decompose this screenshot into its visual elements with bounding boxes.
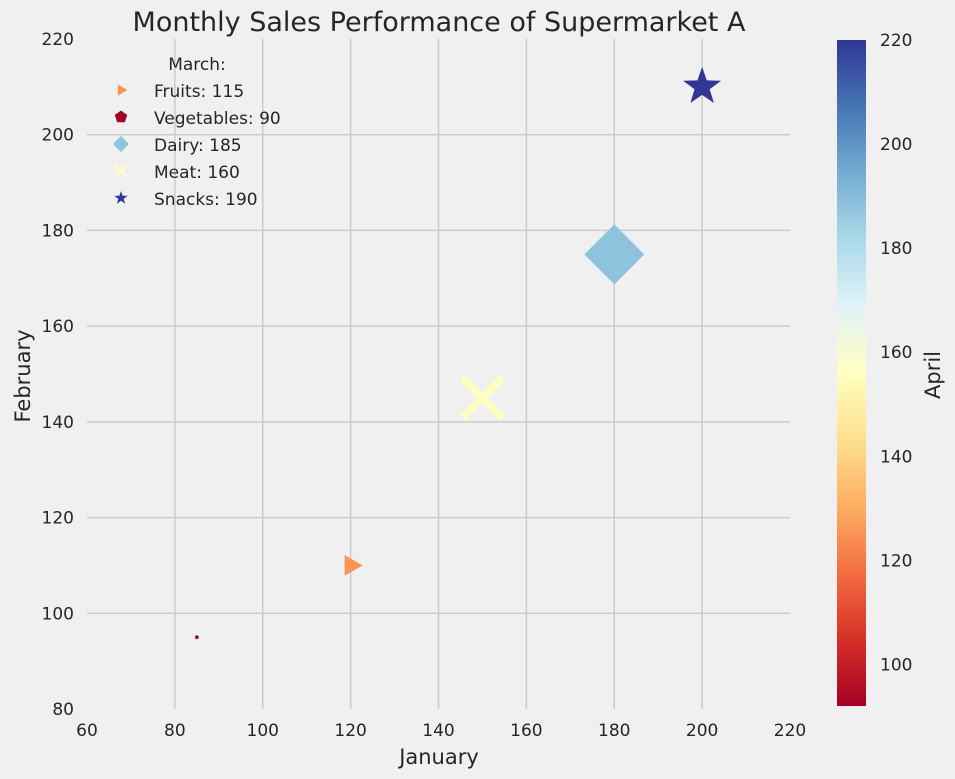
y-tick-label: 160 <box>42 317 74 337</box>
x-tick-label: 160 <box>510 721 542 741</box>
colorbar-tick-label: 180 <box>880 239 912 259</box>
x-tick-label: 140 <box>422 721 454 741</box>
colorbar-tick-label: 140 <box>880 447 912 467</box>
legend: March: Fruits: 115 Vegetables: 90 Dairy: 1… <box>113 55 281 210</box>
colorbar-tick-label: 120 <box>880 551 912 571</box>
chart-title: Monthly Sales Performance of Supermarket… <box>133 7 746 38</box>
data-point-snacks <box>683 66 722 103</box>
legend-marker-dairy <box>113 136 129 152</box>
y-tick-label: 220 <box>42 30 74 50</box>
legend-marker-meat <box>113 163 129 179</box>
y-tick-label: 180 <box>42 221 74 241</box>
x-tick-label: 200 <box>686 721 718 741</box>
grid-lines <box>87 39 790 709</box>
legend-label: Vegetables: 90 <box>154 109 281 129</box>
x-tick-label: 100 <box>247 721 279 741</box>
y-axis-ticks: 80 100 120 140 160 180 200 220 <box>42 30 74 720</box>
legend-marker-fruits <box>117 84 128 96</box>
legend-label: Snacks: 190 <box>154 190 258 210</box>
x-axis-ticks: 60 80 100 120 140 160 180 200 220 <box>76 721 806 741</box>
data-points <box>194 66 722 639</box>
y-tick-label: 100 <box>42 604 74 624</box>
data-point-meat <box>459 375 505 421</box>
legend-marker-snacks <box>114 191 128 204</box>
colorbar-tick-label: 100 <box>880 655 912 675</box>
y-axis-label: February <box>11 329 35 422</box>
x-tick-label: 220 <box>774 721 806 741</box>
colorbar-tick-label: 200 <box>880 135 912 155</box>
y-tick-label: 200 <box>42 126 74 146</box>
x-axis-label: January <box>397 745 479 769</box>
y-tick-label: 120 <box>42 509 74 529</box>
x-tick-label: 80 <box>164 721 186 741</box>
y-tick-label: 140 <box>42 413 74 433</box>
x-tick-label: 60 <box>76 721 98 741</box>
legend-label: Fruits: 115 <box>154 82 244 102</box>
y-tick-label: 80 <box>52 700 74 720</box>
data-point-vegetables <box>194 635 199 639</box>
legend-title: March: <box>168 55 226 75</box>
legend-label: Meat: 160 <box>154 163 240 183</box>
colorbar-ticks: 100 120 140 160 180 200 220 <box>880 31 912 675</box>
data-point-fruits <box>344 555 363 576</box>
legend-marker-vegetables <box>114 110 128 123</box>
x-tick-label: 120 <box>334 721 366 741</box>
colorbar-label: April <box>921 351 945 399</box>
x-tick-label: 180 <box>598 721 630 741</box>
colorbar-tick-label: 160 <box>880 343 912 363</box>
colorbar <box>837 40 866 706</box>
colorbar-tick-label: 220 <box>880 31 912 51</box>
data-point-dairy <box>584 224 645 285</box>
legend-label: Dairy: 185 <box>154 136 242 156</box>
